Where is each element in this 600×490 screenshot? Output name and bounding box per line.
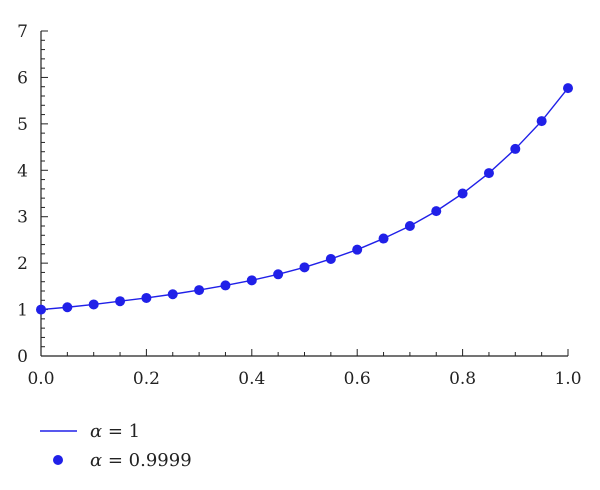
x-tick-label: 0.4 (238, 369, 265, 389)
series-point-alpha-0.9999 (510, 143, 521, 154)
series-point-alpha-0.9999 (299, 262, 310, 273)
axis-tick-labels: 0.0 0.2 0.4 0.6 0.8 1.0 0 1 2 3 4 5 6 7 (17, 22, 581, 389)
series-point-alpha-0.9999 (536, 116, 547, 127)
series-point-alpha-0.9999 (246, 275, 257, 286)
series-point-alpha-0.9999 (141, 292, 152, 303)
y-tick-label: 3 (17, 208, 28, 228)
legend-marker-swatch (53, 455, 63, 465)
legend-label: α = 0.9999 (90, 450, 192, 471)
series-point-alpha-0.9999 (352, 244, 363, 255)
axis-ticks (40, 30, 569, 357)
series-point-alpha-0.9999 (167, 289, 178, 300)
series-point-alpha-0.9999 (36, 304, 46, 315)
series-point-alpha-0.9999 (62, 302, 73, 313)
x-tick-label: 0.0 (27, 369, 54, 389)
legend-entry: α = 0.9999 (53, 450, 192, 471)
x-tick-label: 0.6 (344, 369, 371, 389)
series-point-alpha-0.9999 (194, 285, 205, 296)
legend-label: α = 1 (90, 421, 140, 442)
y-tick-label: 7 (17, 22, 28, 42)
series-point-alpha-0.9999 (457, 188, 468, 199)
y-tick-label: 4 (17, 161, 28, 181)
series-line-alpha-1 (40, 87, 569, 311)
series-point-alpha-0.9999 (220, 280, 231, 291)
x-tick-label: 1.0 (554, 369, 581, 389)
series-point-alpha-0.9999 (563, 83, 573, 94)
x-tick-label: 0.8 (449, 369, 476, 389)
series-point-alpha-0.9999 (404, 221, 415, 231)
y-tick-label: 1 (17, 301, 28, 321)
series-layer (36, 83, 573, 315)
series-point-alpha-0.9999 (378, 233, 389, 244)
axes (40, 31, 568, 357)
series-point-alpha-0.9999 (431, 206, 442, 217)
y-tick-label: 0 (17, 347, 28, 367)
legend-entry: α = 1 (40, 421, 140, 442)
series-point-alpha-0.9999 (483, 168, 494, 179)
y-tick-label: 5 (17, 115, 28, 135)
x-tick-label: 0.2 (133, 369, 160, 389)
series-point-alpha-0.9999 (88, 299, 99, 310)
legend: α = 1 α = 0.9999 (40, 421, 192, 471)
series-point-alpha-0.9999 (115, 296, 126, 307)
y-tick-label: 6 (17, 68, 28, 88)
series-point-alpha-0.9999 (325, 253, 336, 264)
series-point-alpha-0.9999 (273, 269, 284, 280)
y-tick-label: 2 (17, 254, 28, 274)
